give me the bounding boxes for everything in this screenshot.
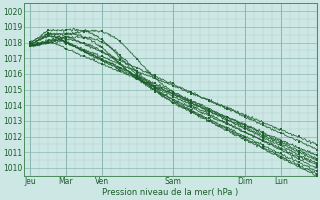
X-axis label: Pression niveau de la mer( hPa ): Pression niveau de la mer( hPa ) bbox=[102, 188, 238, 197]
